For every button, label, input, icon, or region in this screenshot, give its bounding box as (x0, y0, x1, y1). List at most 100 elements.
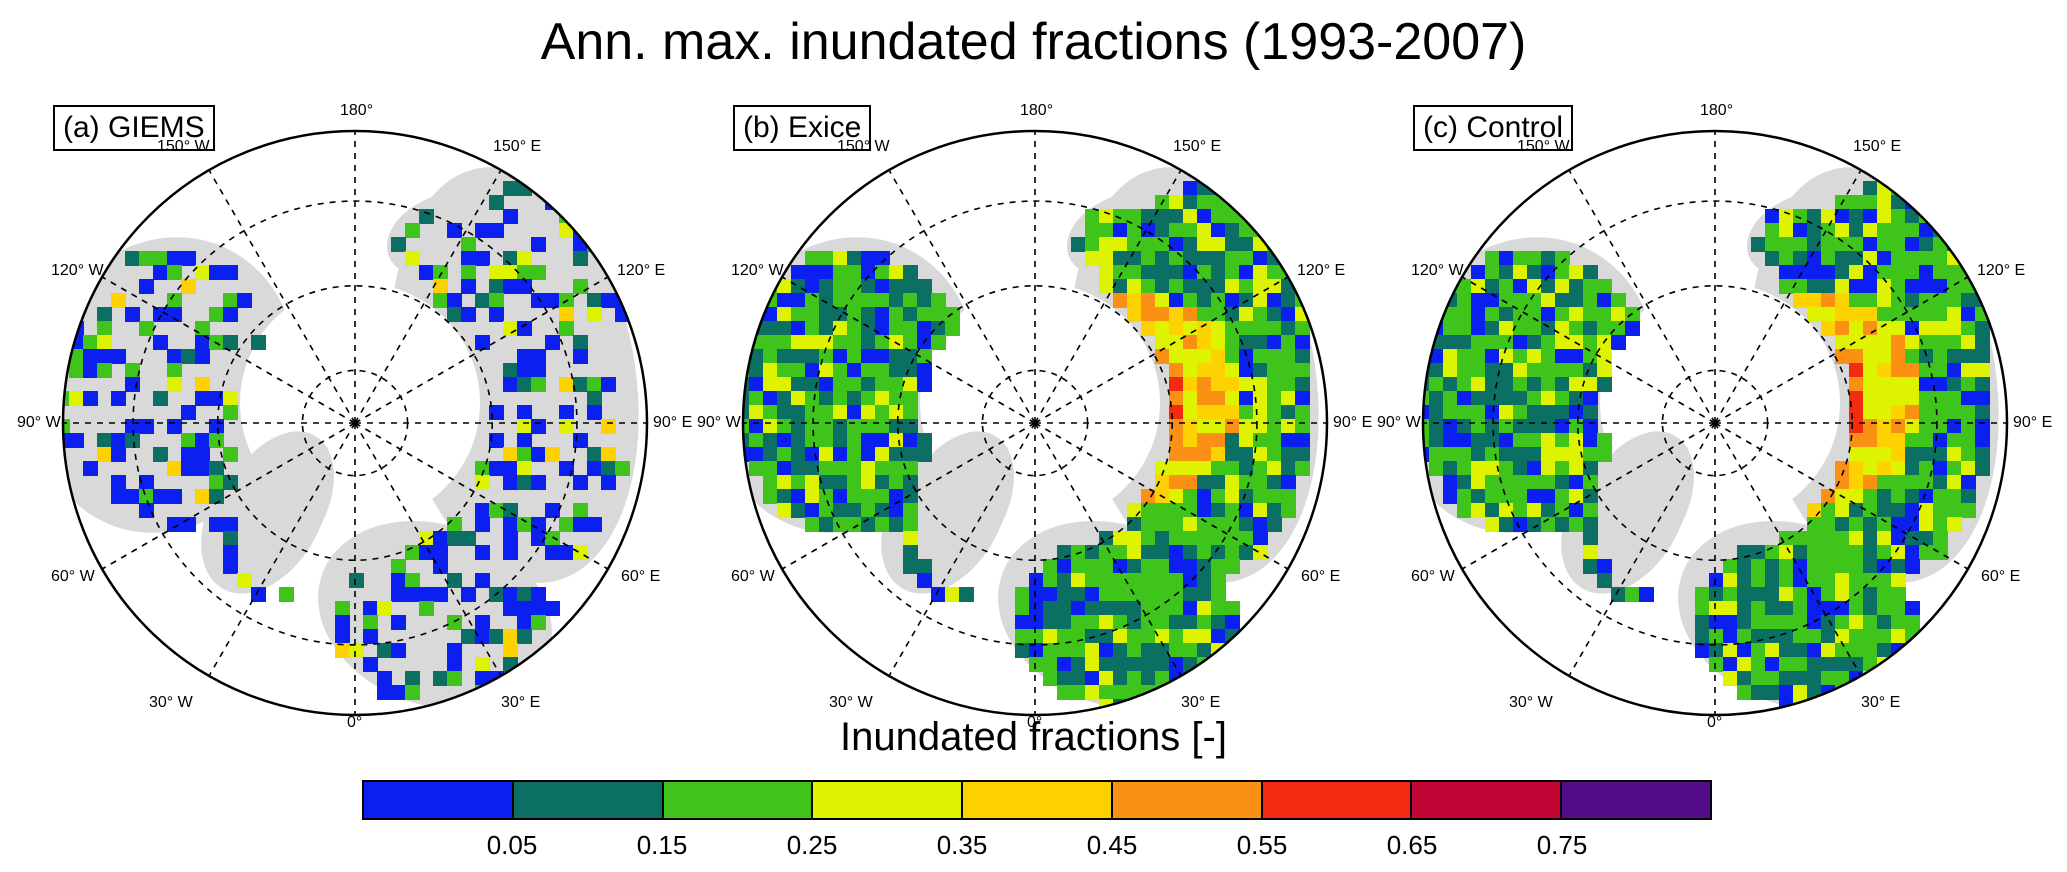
inundation-cell (861, 265, 876, 280)
inundation-cell (875, 391, 890, 406)
inundation-cell (1807, 643, 1822, 658)
inundation-cell (1779, 573, 1794, 588)
inundation-cell (489, 265, 504, 280)
inundation-cell (1267, 279, 1282, 294)
inundation-cell (1253, 489, 1268, 504)
inundation-cell (889, 377, 904, 392)
inundation-cell (1267, 349, 1282, 364)
inundation-cell (1527, 321, 1542, 336)
inundation-cell (1933, 461, 1948, 476)
inundation-cell (1183, 223, 1198, 238)
inundation-cell (447, 517, 462, 532)
inundation-cell (1127, 531, 1142, 546)
inundation-cell (1457, 433, 1472, 448)
inundation-cell (847, 307, 862, 322)
inundation-cell (559, 307, 574, 322)
polar-map-control (1421, 129, 2009, 717)
inundation-cell (1849, 447, 1864, 462)
longitude-label: 180° (1020, 102, 1054, 119)
inundation-cell (209, 433, 224, 448)
inundation-cell (573, 433, 588, 448)
inundation-cell (503, 461, 518, 476)
inundation-cell (819, 363, 834, 378)
inundation-cell (1877, 377, 1892, 392)
inundation-cell (791, 475, 806, 490)
inundation-cell (1541, 503, 1556, 518)
inundation-cell (1891, 363, 1906, 378)
inundation-cell (433, 279, 448, 294)
inundation-cell (889, 475, 904, 490)
inundation-cell (125, 307, 140, 322)
inundation-cell (1905, 251, 1920, 266)
inundation-cell (1835, 573, 1850, 588)
inundation-cell (1947, 265, 1962, 280)
inundation-cell (1127, 573, 1142, 588)
inundation-cell (1905, 349, 1920, 364)
inundation-cell (777, 489, 792, 504)
inundation-cell (805, 377, 820, 392)
inundation-cell (1197, 349, 1212, 364)
inundation-cell (875, 475, 890, 490)
inundation-cell (1239, 195, 1254, 210)
inundation-cell (847, 447, 862, 462)
inundation-cell (1835, 335, 1850, 350)
inundation-cell (1099, 587, 1114, 602)
inundation-cell (1423, 321, 1430, 336)
inundation-cell (1239, 265, 1254, 280)
inundation-cell (587, 391, 602, 406)
inundation-cell (1835, 671, 1850, 686)
inundation-cell (503, 629, 518, 644)
inundation-cell (1225, 321, 1240, 336)
inundation-cell (503, 321, 518, 336)
inundation-cell (1877, 587, 1892, 602)
inundation-cell (1211, 349, 1226, 364)
inundation-cell (1239, 433, 1254, 448)
inundation-cell (1835, 643, 1850, 658)
inundation-cell (1723, 573, 1738, 588)
inundation-cell (791, 461, 806, 476)
inundation-cell (1849, 503, 1864, 518)
inundation-cell (1849, 545, 1864, 560)
inundation-cell (1211, 293, 1226, 308)
inundation-cell (1225, 223, 1240, 238)
inundation-cell (903, 447, 918, 462)
panel-label-control: (c) Control (1413, 105, 1574, 151)
inundation-cell (517, 349, 532, 364)
inundation-cell (1905, 335, 1920, 350)
inundation-cell (763, 447, 778, 462)
inundation-cell (791, 377, 806, 392)
inundation-cell (1905, 293, 1920, 308)
inundation-cell (1555, 349, 1570, 364)
inundation-cell (1919, 265, 1934, 280)
inundation-cell (1891, 601, 1906, 616)
inundation-cell (139, 419, 154, 434)
inundation-cell (1141, 279, 1156, 294)
inundation-cell (791, 489, 806, 504)
inundation-cell (1485, 335, 1500, 350)
inundation-cell (1947, 307, 1962, 322)
inundation-cell (805, 391, 820, 406)
inundation-cell (1499, 433, 1514, 448)
inundation-cell (419, 209, 434, 224)
inundation-cell (1225, 349, 1240, 364)
inundation-cell (1541, 405, 1556, 420)
inundation-cell (1169, 377, 1184, 392)
inundation-cell (1569, 433, 1584, 448)
inundation-cell (195, 349, 210, 364)
inundation-cell (1919, 237, 1934, 252)
inundation-cell (1085, 615, 1100, 630)
inundation-cell (1057, 559, 1072, 574)
inundation-cell (1253, 405, 1268, 420)
inundation-cell (1457, 363, 1472, 378)
inundation-cell (1295, 335, 1310, 350)
inundation-cell (1169, 391, 1184, 406)
inundation-cell (1807, 671, 1822, 686)
inundation-cell (1765, 657, 1780, 672)
inundation-cell (1807, 237, 1822, 252)
inundation-cell (1141, 629, 1156, 644)
inundation-cell (1527, 433, 1542, 448)
inundation-cell (517, 615, 532, 630)
inundation-cell (517, 363, 532, 378)
inundation-cell (749, 447, 764, 462)
inundation-cell (1423, 405, 1430, 420)
